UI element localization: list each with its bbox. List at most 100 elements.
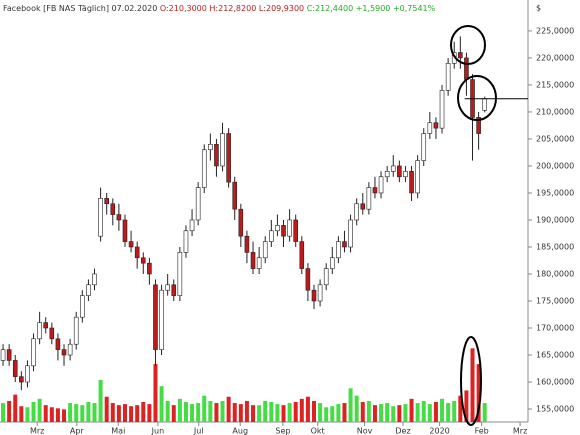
candle-body — [409, 171, 414, 194]
candle-body — [226, 133, 231, 183]
candle-body — [372, 187, 378, 194]
x-tick-label: Mai — [111, 427, 125, 435]
candle-body — [104, 198, 109, 205]
x-tick-label: Mrz — [30, 427, 44, 435]
candle-body — [116, 214, 122, 221]
candle-body — [98, 198, 103, 237]
candle-body — [0, 349, 6, 361]
candle-body — [208, 144, 213, 151]
volume-bar — [55, 408, 60, 422]
candle-body — [427, 122, 433, 134]
volume-bar — [183, 402, 188, 422]
candle-body — [43, 322, 49, 329]
candle-body — [37, 322, 42, 340]
candle-body — [336, 241, 341, 259]
candle-body — [73, 316, 79, 345]
candle-body — [299, 241, 305, 269]
candle-body — [378, 176, 384, 194]
candle-body — [342, 241, 347, 248]
candle-body — [354, 203, 359, 221]
candle-body — [49, 327, 55, 340]
volume-bar — [116, 405, 121, 422]
volume-bar — [37, 398, 42, 422]
volume-bar — [482, 403, 487, 422]
volume-bar — [385, 403, 390, 422]
volume-bar — [13, 394, 18, 422]
candle-body — [439, 90, 445, 129]
x-tick-label: Sep — [275, 427, 290, 435]
y-tick-label: 205,0000 — [536, 134, 574, 143]
volume-bar — [171, 405, 176, 422]
x-tick-label: Mrz — [513, 427, 527, 435]
volume-bar — [324, 407, 329, 422]
volume-bar — [360, 402, 365, 422]
candle-body — [458, 52, 463, 59]
y-tick-label: 215,0000 — [536, 80, 574, 89]
x-tick-label: Jun — [151, 427, 165, 435]
volume-bar — [458, 395, 463, 422]
volume-bar — [257, 405, 262, 422]
volume-bar — [238, 404, 243, 422]
candle-body — [86, 284, 91, 296]
volume-bar — [43, 405, 48, 422]
candle-body — [445, 63, 451, 91]
candle-body — [275, 225, 280, 232]
candle-body — [220, 133, 225, 167]
candle-body — [415, 160, 420, 194]
y-tick-label: 210,0000 — [536, 107, 574, 116]
y-tick-label: 200,0000 — [536, 161, 574, 170]
y-tick-label: 185,0000 — [536, 242, 574, 251]
volume-bar — [226, 396, 231, 422]
volume-bar — [1, 403, 6, 422]
candle-body — [128, 241, 134, 248]
x-tick-label: Feb — [475, 427, 489, 435]
candle-body — [281, 225, 286, 237]
candle-body — [244, 235, 250, 253]
x-tick-label: Jul — [193, 427, 204, 435]
candle-body — [55, 338, 61, 350]
volume-bar — [208, 400, 213, 422]
volume-bar — [311, 400, 316, 422]
candle-body — [482, 98, 488, 111]
candle-body — [61, 349, 67, 356]
volume-bar — [342, 403, 347, 422]
y-tick-label: 175,0000 — [536, 296, 574, 305]
candle-body — [311, 289, 317, 302]
volume-bar — [135, 405, 140, 422]
candle-body — [25, 365, 30, 383]
candle-body — [153, 284, 158, 350]
candle-body — [323, 268, 329, 286]
candle-body — [348, 219, 353, 248]
x-tick-label: Aug — [232, 427, 248, 435]
volume-bar — [452, 400, 457, 422]
candle-body — [397, 165, 402, 178]
chart-title: Facebook [FB NAS Täglich] 07.02.2020 O:2… — [3, 4, 436, 13]
volume-bar — [165, 400, 170, 422]
volume-bar — [427, 404, 432, 422]
volume-bar — [98, 379, 103, 422]
annotation-circle — [460, 336, 482, 426]
candle-body — [476, 117, 481, 134]
volume-bar — [281, 405, 286, 422]
candle-body — [250, 252, 256, 269]
volume-bar — [80, 405, 85, 422]
candle-body — [214, 144, 219, 167]
volume-bar — [49, 407, 54, 422]
volume-bar — [31, 402, 36, 422]
volume-bar — [421, 400, 426, 422]
candle-body — [232, 181, 238, 210]
volume-bar — [372, 405, 377, 422]
volume-bar — [287, 403, 292, 422]
volume-bar — [153, 364, 158, 422]
candle-body — [195, 187, 201, 221]
candle-body — [201, 149, 207, 188]
candle-body — [317, 284, 323, 302]
volume-bar — [19, 406, 24, 422]
candle-body — [293, 219, 299, 242]
volume-bar — [403, 404, 408, 422]
x-tick-label: Nov — [357, 427, 373, 435]
candle-body — [92, 273, 97, 286]
candle-body — [177, 252, 183, 296]
annotation-circle — [457, 75, 497, 121]
volume-bar — [397, 405, 402, 422]
